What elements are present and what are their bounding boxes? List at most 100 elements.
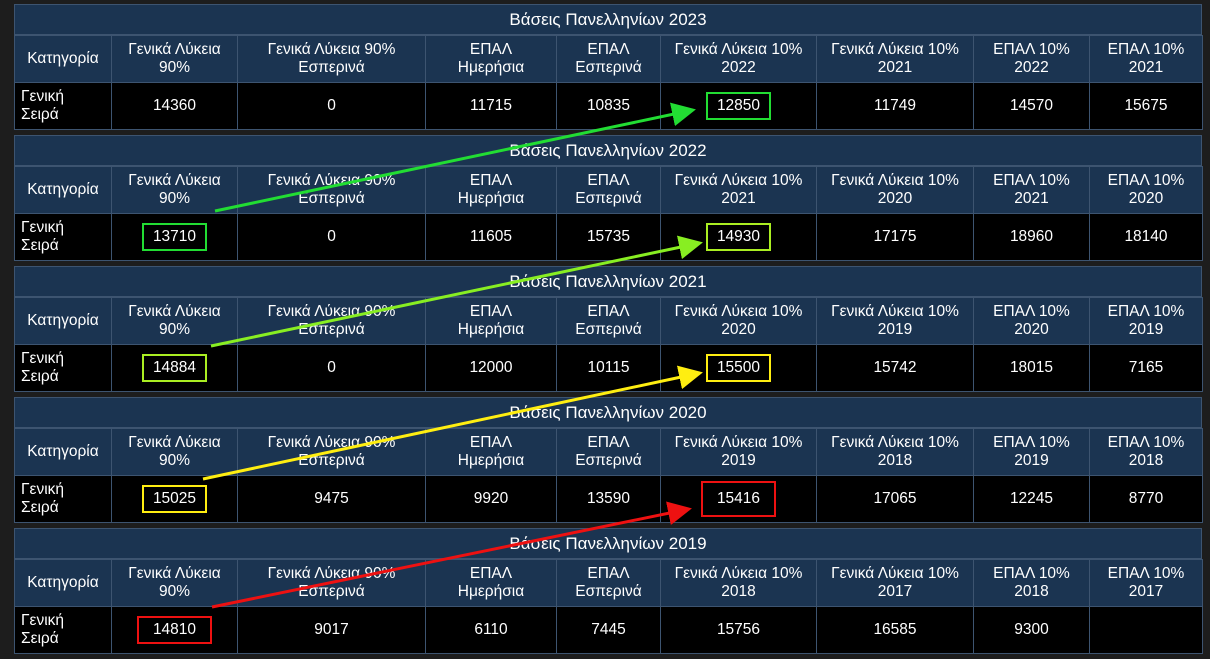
highlight-box: 15025 bbox=[141, 485, 208, 513]
header-general-10-y1: Γενικά Λύκεια 10% 2019 bbox=[660, 428, 817, 476]
cell-value: 15742 bbox=[816, 344, 974, 392]
row-label: Γενική Σειρά bbox=[14, 344, 112, 392]
cell-value: 0 bbox=[237, 344, 426, 392]
header-general-90: Γενικά Λύκεια 90% bbox=[111, 297, 238, 345]
cell-value: 15675 bbox=[1089, 82, 1203, 130]
header-epal-10-y1: ΕΠΑΛ 10% 2020 bbox=[973, 297, 1090, 345]
cell-value: 12000 bbox=[425, 344, 557, 392]
cell-value: 7165 bbox=[1089, 344, 1203, 392]
table-title: Βάσεις Πανελληνίων 2020 bbox=[14, 397, 1202, 428]
highlight-box: 14930 bbox=[705, 223, 772, 251]
header-general-90-evening: Γενικά Λύκεια 90% Εσπερινά bbox=[237, 428, 426, 476]
cell-value: 9920 bbox=[425, 475, 557, 523]
table-title: Βάσεις Πανελληνίων 2021 bbox=[14, 266, 1202, 297]
header-epal-10-y2: ΕΠΑΛ 10% 2021 bbox=[1089, 35, 1203, 83]
highlight-box: 15416 bbox=[700, 481, 777, 517]
header-epal-day: ΕΠΑΛ Ημερήσια bbox=[425, 559, 557, 607]
cell-value: 14810 bbox=[111, 606, 238, 654]
header-general-10-y1: Γενικά Λύκεια 10% 2020 bbox=[660, 297, 817, 345]
header-epal-day: ΕΠΑΛ Ημερήσια bbox=[425, 166, 557, 214]
header-general-10-y2: Γενικά Λύκεια 10% 2017 bbox=[816, 559, 974, 607]
cell-value: 9300 bbox=[973, 606, 1090, 654]
cell-value: 0 bbox=[237, 82, 426, 130]
row-label: Γενική Σειρά bbox=[14, 213, 112, 261]
header-general-10-y2: Γενικά Λύκεια 10% 2021 bbox=[816, 35, 974, 83]
header-general-10-y2: Γενικά Λύκεια 10% 2020 bbox=[816, 166, 974, 214]
cell-value: 18960 bbox=[973, 213, 1090, 261]
highlight-box: 14810 bbox=[136, 616, 213, 644]
cell-value: 6110 bbox=[425, 606, 557, 654]
cell-value: 10835 bbox=[556, 82, 661, 130]
highlight-box: 14884 bbox=[141, 354, 208, 382]
header-epal-10-y1: ΕΠΑΛ 10% 2021 bbox=[973, 166, 1090, 214]
cell-value: 9017 bbox=[237, 606, 426, 654]
table-2023: Βάσεις Πανελληνίων 2023 Κατηγορία Γενικά… bbox=[14, 4, 1203, 130]
header-general-90-evening: Γενικά Λύκεια 90% Εσπερινά bbox=[237, 35, 426, 83]
table-row: Γενική Σειρά 14810 9017 6110 7445 15756 … bbox=[14, 606, 1203, 654]
table-row: Γενική Σειρά 14884 0 12000 10115 15500 1… bbox=[14, 344, 1203, 392]
cell-value bbox=[1089, 606, 1203, 654]
cell-value: 17065 bbox=[816, 475, 974, 523]
cell-value: 11605 bbox=[425, 213, 557, 261]
cell-value: 7445 bbox=[556, 606, 661, 654]
cell-value: 13710 bbox=[111, 213, 238, 261]
header-general-90: Γενικά Λύκεια 90% bbox=[111, 35, 238, 83]
cell-value: 18015 bbox=[973, 344, 1090, 392]
header-epal-evening: ΕΠΑΛ Εσπερινά bbox=[556, 166, 661, 214]
cell-value: 16585 bbox=[816, 606, 974, 654]
table-title: Βάσεις Πανελληνίων 2022 bbox=[14, 135, 1202, 166]
row-label: Γενική Σειρά bbox=[14, 475, 112, 523]
table-2020: Βάσεις Πανελληνίων 2020 Κατηγορία Γενικά… bbox=[14, 397, 1203, 523]
table-title: Βάσεις Πανελληνίων 2023 bbox=[14, 4, 1202, 35]
header-epal-day: ΕΠΑΛ Ημερήσια bbox=[425, 35, 557, 83]
cell-value: 15500 bbox=[660, 344, 817, 392]
highlight-box: 12850 bbox=[705, 92, 772, 120]
header-general-10-y2: Γενικά Λύκεια 10% 2019 bbox=[816, 297, 974, 345]
cell-value: 12850 bbox=[660, 82, 817, 130]
header-general-90: Γενικά Λύκεια 90% bbox=[111, 166, 238, 214]
cell-value: 8770 bbox=[1089, 475, 1203, 523]
header-epal-10-y2: ΕΠΑΛ 10% 2020 bbox=[1089, 166, 1203, 214]
header-general-90: Γενικά Λύκεια 90% bbox=[111, 559, 238, 607]
header-epal-day: ΕΠΑΛ Ημερήσια bbox=[425, 428, 557, 476]
header-epal-10-y2: ΕΠΑΛ 10% 2018 bbox=[1089, 428, 1203, 476]
header-epal-10-y1: ΕΠΑΛ 10% 2022 bbox=[973, 35, 1090, 83]
header-general-10-y1: Γενικά Λύκεια 10% 2018 bbox=[660, 559, 817, 607]
cell-value: 14884 bbox=[111, 344, 238, 392]
header-epal-10-y2: ΕΠΑΛ 10% 2017 bbox=[1089, 559, 1203, 607]
header-epal-10-y1: ΕΠΑΛ 10% 2019 bbox=[973, 428, 1090, 476]
cell-value: 14360 bbox=[111, 82, 238, 130]
table-2019: Βάσεις Πανελληνίων 2019 Κατηγορία Γενικά… bbox=[14, 528, 1203, 654]
header-general-90-evening: Γενικά Λύκεια 90% Εσπερινά bbox=[237, 166, 426, 214]
header-epal-evening: ΕΠΑΛ Εσπερινά bbox=[556, 428, 661, 476]
header-category: Κατηγορία bbox=[14, 166, 112, 214]
table-2021: Βάσεις Πανελληνίων 2021 Κατηγορία Γενικά… bbox=[14, 266, 1203, 392]
cell-value: 17175 bbox=[816, 213, 974, 261]
header-epal-evening: ΕΠΑΛ Εσπερινά bbox=[556, 297, 661, 345]
cell-value: 15735 bbox=[556, 213, 661, 261]
table-title: Βάσεις Πανελληνίων 2019 bbox=[14, 528, 1202, 559]
highlight-box: 13710 bbox=[141, 223, 208, 251]
header-epal-10-y2: ΕΠΑΛ 10% 2019 bbox=[1089, 297, 1203, 345]
row-label: Γενική Σειρά bbox=[14, 606, 112, 654]
header-category: Κατηγορία bbox=[14, 297, 112, 345]
header-general-90: Γενικά Λύκεια 90% bbox=[111, 428, 238, 476]
header-epal-evening: ΕΠΑΛ Εσπερινά bbox=[556, 35, 661, 83]
cell-value: 14930 bbox=[660, 213, 817, 261]
table-row: Γενική Σειρά 14360 0 11715 10835 12850 1… bbox=[14, 82, 1203, 130]
header-general-90-evening: Γενικά Λύκεια 90% Εσπερινά bbox=[237, 559, 426, 607]
cell-value: 0 bbox=[237, 213, 426, 261]
header-epal-evening: ΕΠΑΛ Εσπερινά bbox=[556, 559, 661, 607]
cell-value: 11749 bbox=[816, 82, 974, 130]
cell-value: 15756 bbox=[660, 606, 817, 654]
header-general-10-y1: Γενικά Λύκεια 10% 2021 bbox=[660, 166, 817, 214]
header-category: Κατηγορία bbox=[14, 559, 112, 607]
header-category: Κατηγορία bbox=[14, 428, 112, 476]
header-epal-10-y1: ΕΠΑΛ 10% 2018 bbox=[973, 559, 1090, 607]
cell-value: 10115 bbox=[556, 344, 661, 392]
header-general-10-y2: Γενικά Λύκεια 10% 2018 bbox=[816, 428, 974, 476]
header-general-10-y1: Γενικά Λύκεια 10% 2022 bbox=[660, 35, 817, 83]
header-general-90-evening: Γενικά Λύκεια 90% Εσπερινά bbox=[237, 297, 426, 345]
table-2022: Βάσεις Πανελληνίων 2022 Κατηγορία Γενικά… bbox=[14, 135, 1203, 261]
table-row: Γενική Σειρά 13710 0 11605 15735 14930 1… bbox=[14, 213, 1203, 261]
